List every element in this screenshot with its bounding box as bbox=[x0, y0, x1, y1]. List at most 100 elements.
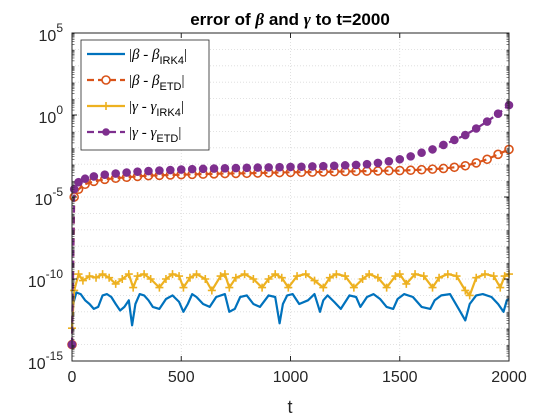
data-point bbox=[482, 154, 492, 165]
legend-bar: | bbox=[178, 125, 181, 141]
legend-label: |β - βETD| bbox=[129, 73, 185, 93]
data-point bbox=[373, 158, 383, 168]
legend-var: β bbox=[131, 47, 140, 63]
data-point bbox=[89, 172, 99, 181]
series-layer bbox=[67, 100, 514, 350]
data-point bbox=[275, 162, 284, 172]
data-point bbox=[220, 164, 230, 173]
data-point bbox=[242, 163, 252, 173]
data-point bbox=[133, 272, 142, 281]
legend-label: |γ - γETD| bbox=[129, 125, 181, 145]
data-point bbox=[428, 145, 437, 154]
legend-bar: | bbox=[129, 125, 132, 141]
series-3 bbox=[68, 270, 513, 333]
data-point bbox=[144, 166, 153, 176]
legend-var: γ bbox=[132, 99, 139, 115]
data-point bbox=[384, 165, 394, 176]
legend-label: |β - βIRK4| bbox=[129, 47, 187, 67]
data-point bbox=[450, 135, 459, 145]
data-point bbox=[416, 164, 427, 175]
data-point bbox=[395, 154, 405, 164]
y-tick-base: 10 bbox=[28, 356, 46, 373]
x-tick-label: 0 bbox=[68, 369, 77, 386]
series-1 bbox=[70, 291, 510, 329]
data-point bbox=[452, 272, 461, 281]
data-point bbox=[358, 275, 367, 283]
legend-op: - bbox=[138, 99, 151, 115]
data-point bbox=[277, 273, 286, 282]
y-tick-label: 10-10 bbox=[28, 267, 63, 291]
data-point bbox=[216, 272, 225, 281]
legend-marker bbox=[101, 75, 111, 85]
data-point bbox=[297, 162, 306, 172]
data-point bbox=[394, 165, 405, 176]
data-point bbox=[240, 270, 249, 279]
x-tick-label: 1500 bbox=[382, 369, 418, 386]
data-point bbox=[391, 272, 400, 281]
data-point bbox=[122, 168, 131, 177]
data-point bbox=[231, 163, 241, 173]
data-point bbox=[461, 130, 470, 140]
data-point bbox=[340, 161, 350, 170]
data-point bbox=[105, 273, 114, 282]
title-suffix: to t=2000 bbox=[311, 10, 390, 29]
data-point bbox=[198, 164, 208, 174]
data-point bbox=[419, 272, 428, 281]
data-point bbox=[301, 270, 310, 279]
y-tick-base: 10 bbox=[39, 28, 57, 45]
data-point bbox=[332, 270, 341, 279]
data-point bbox=[472, 273, 481, 282]
data-point bbox=[405, 165, 416, 176]
data-point bbox=[118, 275, 127, 283]
y-tick-label: 100 bbox=[39, 103, 64, 127]
data-point bbox=[231, 273, 240, 282]
data-point bbox=[175, 272, 184, 281]
legend-subscript: ETD bbox=[156, 133, 178, 145]
y-tick-power: -10 bbox=[46, 267, 64, 281]
data-point bbox=[253, 163, 263, 172]
data-point bbox=[308, 162, 317, 171]
data-point bbox=[187, 164, 197, 174]
data-point bbox=[249, 275, 258, 283]
y-tick-label: 105 bbox=[39, 21, 64, 45]
legend-item: |γ - γIRK4| bbox=[87, 99, 184, 119]
data-point bbox=[489, 272, 498, 281]
data-point bbox=[264, 275, 273, 283]
data-point bbox=[74, 177, 83, 187]
data-point bbox=[168, 270, 177, 279]
y-tick-label: 10-15 bbox=[28, 349, 63, 373]
x-tick-label: 1000 bbox=[273, 369, 309, 386]
data-point bbox=[146, 275, 155, 283]
y-tick-power: 5 bbox=[56, 21, 63, 35]
data-point bbox=[166, 165, 175, 175]
legend-bar: | bbox=[181, 73, 184, 89]
data-point bbox=[207, 286, 216, 295]
data-point bbox=[98, 270, 107, 279]
data-point bbox=[133, 167, 142, 176]
y-tick-base: 10 bbox=[35, 192, 53, 209]
y-tick-power: -5 bbox=[52, 185, 63, 199]
data-point bbox=[341, 272, 350, 281]
legend-item: |β - βIRK4| bbox=[87, 47, 187, 67]
data-point bbox=[319, 283, 328, 292]
data-point bbox=[140, 270, 149, 279]
data-point bbox=[384, 157, 394, 166]
data-point bbox=[161, 275, 170, 283]
data-point bbox=[465, 291, 474, 300]
legend-subscript: IRK4 bbox=[156, 107, 180, 119]
x-tick-label: 500 bbox=[168, 369, 195, 386]
data-point bbox=[461, 286, 470, 295]
legend-var: γ bbox=[150, 125, 157, 141]
data-point bbox=[406, 152, 415, 161]
data-point bbox=[74, 270, 83, 279]
data-point bbox=[351, 160, 361, 170]
data-point bbox=[264, 163, 273, 172]
y-tick-power: -15 bbox=[46, 349, 64, 363]
data-point bbox=[443, 270, 452, 279]
data-point bbox=[362, 159, 372, 169]
legend-var: β bbox=[151, 47, 160, 63]
data-point bbox=[449, 162, 460, 173]
series-line bbox=[70, 291, 510, 329]
data-point bbox=[427, 164, 438, 174]
